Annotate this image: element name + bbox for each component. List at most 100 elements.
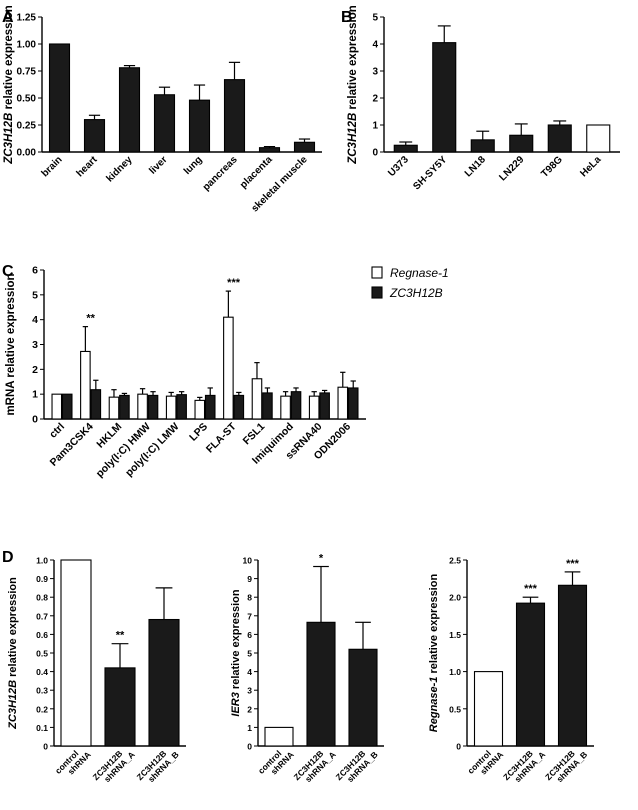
x-tick-label: controlshRNA (53, 743, 93, 783)
y-tick-label: 2.0 (449, 593, 461, 603)
y-tick-label: 9 (247, 574, 252, 584)
panel-d-ier3-chart: 0 1 2 3 4 5 6 7 8 9 10 IER3 relative expression cont… (230, 553, 384, 789)
bar (586, 124, 611, 153)
y-axis-label-gene: ZC3H12B (7, 680, 19, 730)
y-axis-label-gene: ZC3H12B (3, 113, 15, 165)
bar (393, 144, 418, 153)
y-tick-label: 3 (32, 339, 38, 351)
significance-stars: *** (524, 583, 538, 595)
panel-letter-d: D (2, 549, 14, 566)
y-axis-label-gene: IER3 (230, 692, 242, 716)
y-tick-label: 5 (32, 289, 38, 301)
y-tick-label: 2 (247, 704, 252, 714)
bar (188, 99, 211, 153)
y-axis-label-gene: Regnase-1 (428, 677, 440, 733)
y-tick-label: 0.1 (36, 723, 48, 733)
y-axis-label-suffix: relative expression (7, 577, 19, 680)
y-tick-label: 1.5 (449, 630, 461, 640)
x-tick-label: liver (147, 154, 169, 176)
y-tick-label: 4 (372, 40, 378, 51)
bar (48, 43, 71, 153)
x-tick-label: kidney (104, 154, 134, 184)
y-tick-label: 3 (247, 686, 252, 696)
y-axis-label-suffix: relative expression (3, 5, 15, 112)
y-tick-label: 0.75 (17, 67, 37, 78)
y-tick-label: 1.25 (17, 13, 37, 24)
bar-regnase (337, 386, 349, 420)
bar (223, 79, 246, 153)
y-axis-label-suffix: relative expression (428, 574, 440, 677)
bar (557, 584, 588, 747)
bar (348, 648, 378, 747)
y-tick-label: 1 (32, 389, 38, 401)
y-tick-label: 0.50 (17, 94, 37, 105)
bar (547, 124, 572, 153)
bar-zc3h12b (90, 389, 102, 420)
panel-letter-c: C (2, 263, 14, 280)
significance-stars: *** (227, 277, 241, 289)
bar-regnase (137, 393, 148, 420)
bar-regnase (308, 395, 320, 420)
significance-stars: ** (116, 630, 125, 642)
y-tick-label: 1.0 (36, 556, 48, 566)
y-axis-label-gene: ZC3H12B (347, 113, 359, 165)
x-tick-label: ZC3H12BshRNA_A (91, 743, 137, 789)
y-tick-label: 0.9 (36, 574, 48, 584)
y-tick-label: 6 (247, 630, 252, 640)
bar-regnase (251, 378, 263, 420)
y-tick-label: 3 (372, 67, 378, 78)
x-tick-label: SH-SY5Y (411, 154, 449, 192)
y-tick-label: 0 (372, 148, 378, 159)
x-tick-label: HeLa (578, 154, 603, 179)
bar-zc3h12b (61, 393, 73, 420)
bar (470, 139, 495, 153)
y-axis-label: IER3 relative expression (230, 589, 242, 716)
y-tick-label: 5 (372, 13, 378, 24)
y-tick-label: 0.5 (449, 704, 461, 714)
x-tick-label: ctrl (47, 421, 67, 441)
x-tick-label: brain (40, 154, 65, 179)
bar (118, 67, 141, 153)
x-tick-label: ZC3H12BshRNA_A (292, 743, 338, 789)
bar (60, 559, 92, 747)
bar-regnase (80, 350, 91, 420)
y-tick-label: 0.4 (36, 667, 48, 677)
x-tick-label: LN18 (463, 154, 488, 179)
bar-zc3h12b (290, 391, 302, 420)
bar (104, 667, 136, 747)
y-tick-label: 0.25 (17, 121, 37, 132)
y-tick-label: 2 (372, 94, 378, 105)
y-tick-label: 5 (247, 649, 252, 659)
y-tick-label: 0.5 (36, 649, 48, 659)
y-tick-label: 0.6 (36, 630, 48, 640)
legend-swatch (371, 286, 383, 299)
x-tick-label: controlshRNA (256, 743, 296, 783)
x-tick-label: ZC3H12BshRNA_A (501, 743, 547, 789)
bar-regnase (194, 399, 206, 420)
bar (153, 94, 176, 153)
y-tick-label: 0.00 (17, 148, 37, 159)
bar (432, 42, 457, 153)
y-axis-label: mRNA relative expression (5, 273, 17, 415)
y-tick-label: 0.3 (36, 686, 48, 696)
significance-stars: *** (566, 558, 580, 570)
significance-stars: * (319, 553, 324, 565)
bar-zc3h12b (319, 392, 330, 420)
x-tick-label: ZC3H12BshRNA_B (135, 743, 181, 789)
bar-zc3h12b (147, 394, 159, 420)
legend-swatch (371, 266, 383, 279)
y-tick-label: 0 (32, 414, 38, 426)
bar (258, 147, 281, 153)
panel-a-tissue-chart: 0.00 0.25 0.50 0.75 1.00 1.25 ZC3H12B relative… (3, 5, 322, 214)
bar-zc3h12b (233, 394, 245, 420)
bar (509, 134, 534, 153)
bar-zc3h12b (347, 387, 359, 420)
y-tick-label: 6 (32, 265, 38, 277)
y-tick-label: 1.00 (17, 40, 37, 51)
x-tick-label: FLA-ST (204, 420, 239, 455)
bar-regnase (108, 396, 120, 420)
x-tick-label: heart (75, 154, 101, 180)
bar (306, 621, 336, 747)
y-tick-label: 4 (32, 314, 38, 326)
